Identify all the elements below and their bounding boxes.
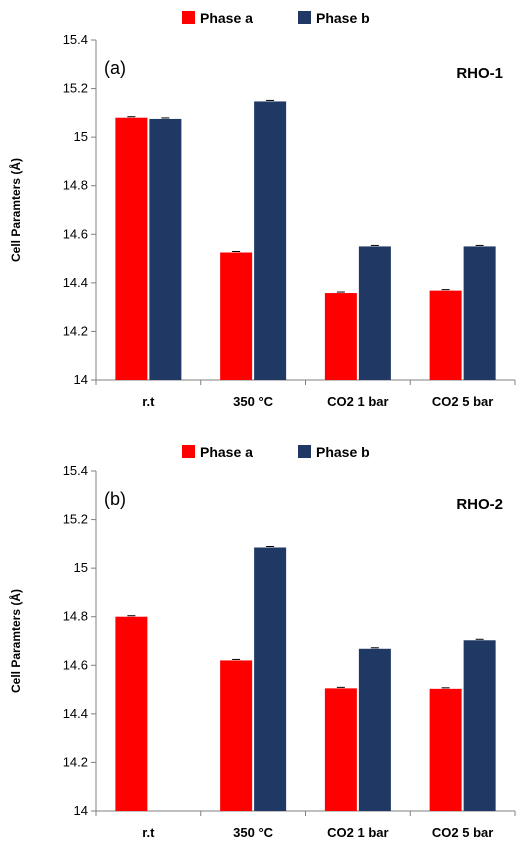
bar-2-3 <box>358 246 391 380</box>
bar-1-4 <box>429 688 462 811</box>
bar-2-4 <box>463 640 496 811</box>
bar-2-4 <box>463 246 496 380</box>
y-tick-label: 14.2 <box>63 323 88 338</box>
panel-label: (b) <box>104 489 126 509</box>
y-tick-label: 15 <box>74 129 88 144</box>
x-category-label: r.t <box>142 394 155 409</box>
y-tick-label: 14.6 <box>63 226 88 241</box>
y-tick-label: 15.4 <box>63 463 88 478</box>
bar-1-3 <box>324 688 357 811</box>
bar-1-1 <box>115 616 148 811</box>
bar-1-2 <box>220 252 253 380</box>
y-tick-label: 15 <box>74 560 88 575</box>
x-category-label: 350 °C <box>233 394 274 409</box>
x-category-label: 350 °C <box>233 825 274 840</box>
y-tick-label: 14 <box>74 372 88 387</box>
x-category-label: CO2 5 bar <box>432 825 493 840</box>
x-category-label: CO2 5 bar <box>432 394 493 409</box>
legend-label-1: Phase a <box>200 444 253 460</box>
bar-1-2 <box>220 660 253 811</box>
bar-1-4 <box>429 290 462 380</box>
y-tick-label: 14.4 <box>63 706 88 721</box>
y-tick-label: 15.4 <box>63 32 88 47</box>
bar-2-2 <box>254 101 287 380</box>
y-axis-label: Cell Paramters (Å) <box>8 158 23 262</box>
legend-label-1: Phase a <box>200 10 253 26</box>
bar-1-1 <box>115 117 148 380</box>
x-category-label: r.t <box>142 825 155 840</box>
y-tick-label: 15.2 <box>63 81 88 96</box>
y-tick-label: 14.8 <box>63 178 88 193</box>
sample-label: RHO-1 <box>456 65 503 82</box>
x-category-label: CO2 1 bar <box>327 825 388 840</box>
panel-label: (a) <box>104 58 126 78</box>
y-tick-label: 14.4 <box>63 275 88 290</box>
legend-label-2: Phase b <box>316 444 370 460</box>
sample-label: RHO-2 <box>456 496 503 513</box>
y-axis-label: Cell Paramters (Å) <box>8 589 23 693</box>
legend-swatch-2 <box>298 445 311 458</box>
bar-2-1 <box>149 118 182 380</box>
legend-swatch-1 <box>182 445 195 458</box>
legend-swatch-2 <box>298 11 311 24</box>
y-tick-label: 14.8 <box>63 609 88 624</box>
legend-label-2: Phase b <box>316 10 370 26</box>
y-tick-label: 14 <box>74 803 88 818</box>
y-tick-label: 14.2 <box>63 754 88 769</box>
bar-1-3 <box>324 293 357 380</box>
chart-panel-1: Phase a Phase b 14 14.2 14.4 14.6 14.8 15 15.2 15… <box>8 10 516 409</box>
bar-2-3 <box>358 648 391 811</box>
y-tick-label: 15.2 <box>63 512 88 527</box>
y-tick-label: 14.6 <box>63 657 88 672</box>
legend-swatch-1 <box>182 11 195 24</box>
chart-panel-2: Phase a Phase b 14 14.2 14.4 14.6 14.8 15 15.2 15… <box>8 444 516 840</box>
x-category-label: CO2 1 bar <box>327 394 388 409</box>
bar-2-2 <box>254 547 287 811</box>
